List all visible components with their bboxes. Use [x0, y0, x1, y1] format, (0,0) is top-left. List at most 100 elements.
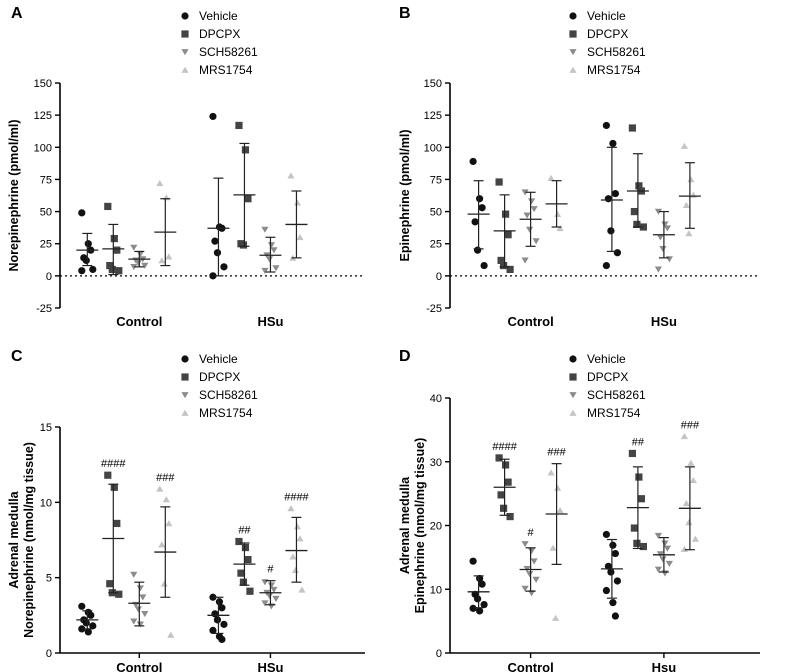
data-point	[220, 263, 228, 271]
y-tick-label: 15	[40, 422, 52, 434]
x-group-label: HSu	[257, 660, 283, 672]
y-tick-label: 100	[424, 142, 442, 154]
data-point	[272, 265, 280, 272]
y-tick-label: 40	[430, 393, 442, 405]
y-tick-label: 50	[40, 207, 52, 219]
significance-label: #	[528, 527, 535, 539]
y-axis-label-line: Norepinephrine (pmol/ml)	[7, 119, 21, 271]
data-point	[528, 198, 536, 205]
legend-marker-vehicle	[181, 355, 189, 363]
data-point	[613, 577, 622, 585]
data-point	[654, 532, 662, 539]
data-point	[526, 571, 534, 578]
y-tick-label: 0	[46, 648, 52, 660]
data-point	[82, 256, 90, 265]
data-point	[156, 180, 164, 187]
data-point	[89, 265, 97, 274]
panel-label: C	[11, 348, 23, 365]
data-point	[261, 226, 269, 233]
data-point	[84, 628, 92, 636]
legend-label-sch58261: SCH58261	[587, 388, 646, 402]
data-point	[89, 622, 97, 630]
legend-label-vehicle: Vehicle	[199, 9, 238, 23]
data-point	[115, 267, 123, 275]
y-axis-label: Adrenal medullaEpinephrine (nmol/mg tiss…	[398, 438, 427, 614]
data-point	[215, 598, 224, 606]
data-point	[611, 612, 620, 620]
data-point	[241, 543, 250, 552]
data-point	[680, 433, 688, 440]
data-point	[237, 569, 245, 577]
data-point	[78, 267, 86, 275]
data-point	[141, 262, 149, 269]
data-point	[611, 189, 620, 198]
legend: Vehicle DPCPX SCH58261 MRS1754	[181, 9, 258, 77]
data-point	[630, 524, 638, 532]
data-point	[246, 587, 254, 595]
data-point	[500, 261, 508, 270]
data-point	[158, 541, 166, 548]
legend-label-mrs1754: MRS1754	[199, 63, 253, 77]
data-point	[602, 530, 611, 539]
data-point	[296, 535, 304, 542]
data-point	[506, 265, 514, 274]
panel-b: B Vehicle DPCPX SCH58261 MRS1754 -25 0 25 50 75 10…	[398, 5, 760, 329]
data-point	[687, 459, 695, 466]
data-point	[165, 520, 173, 527]
data-point	[665, 560, 673, 567]
series-vehicle	[76, 593, 230, 644]
data-point	[633, 539, 641, 547]
data-point	[654, 566, 662, 573]
y-tick-label: 10	[430, 584, 442, 596]
data-point	[663, 545, 671, 552]
data-point	[607, 568, 615, 576]
data-point	[661, 540, 669, 547]
data-point	[110, 234, 118, 243]
data-point	[209, 626, 217, 635]
series-sch58261: #	[519, 527, 675, 597]
data-point	[130, 263, 138, 271]
legend-label-mrs1754: MRS1754	[587, 63, 641, 77]
x-group-label: Control	[507, 660, 553, 672]
significance-label: ####	[284, 491, 309, 503]
data-point	[165, 253, 173, 260]
data-point	[87, 611, 95, 619]
y-axis-label-line: Epinephrine (nmol/mg tissue)	[413, 438, 427, 614]
legend-label-vehicle: Vehicle	[587, 9, 626, 23]
y-axis-label: Norepinephrine (pmol/ml)	[7, 119, 21, 271]
data-point	[476, 607, 484, 615]
data-point	[136, 585, 144, 592]
y-tick-label: 0	[436, 271, 442, 283]
data-point	[287, 505, 295, 512]
data-point	[654, 266, 662, 273]
series-sch58261	[519, 189, 675, 273]
data-point	[682, 201, 690, 209]
data-point	[113, 519, 121, 528]
legend-label-dpcpx: DPCPX	[587, 370, 628, 384]
legend-marker-sch58261	[569, 392, 577, 399]
data-point	[106, 261, 114, 270]
significance-label: ####	[101, 458, 126, 470]
data-point	[556, 225, 564, 232]
data-point	[289, 553, 297, 560]
data-point	[680, 142, 688, 149]
data-point	[495, 454, 503, 462]
y-tick-label: 20	[430, 521, 442, 533]
data-point	[78, 602, 86, 610]
data-point	[82, 619, 90, 627]
data-point	[526, 226, 534, 233]
y-tick-label: 100	[34, 142, 52, 154]
data-point	[521, 189, 529, 196]
y-tick-label: 25	[40, 239, 52, 251]
legend-label-sch58261: SCH58261	[587, 45, 646, 59]
data-point	[134, 260, 142, 267]
data-point	[235, 121, 243, 130]
legend-label-vehicle: Vehicle	[199, 352, 238, 366]
data-point	[687, 176, 695, 183]
data-point	[293, 199, 302, 206]
data-point	[293, 523, 302, 530]
x-group-label: Control	[116, 314, 162, 329]
data-point	[635, 473, 643, 481]
y-axis-label: Adrenal medullaNorepinephrine (nmol/mg t…	[7, 442, 36, 638]
data-point	[478, 204, 486, 212]
